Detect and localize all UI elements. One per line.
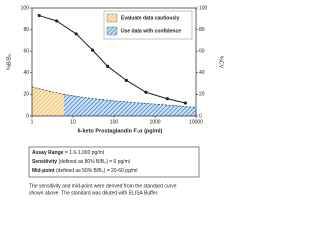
y-tick-label: 20 xyxy=(23,92,29,98)
y2-tick-label: 0 xyxy=(199,113,202,119)
x-tick-label: 100 xyxy=(110,119,119,125)
data-point xyxy=(124,78,128,82)
info-line: Sensitivity (defined as 80% B/B₀) = 6 pg/… xyxy=(32,159,130,165)
info-box xyxy=(28,146,200,178)
data-point xyxy=(106,64,110,68)
y2-tick-label: 80 xyxy=(199,27,205,33)
data-point xyxy=(165,97,169,101)
note-line: The sensitivity and mid-point were deriv… xyxy=(29,183,177,189)
cv-line xyxy=(31,86,64,95)
y-axis-title: %B/B₀ xyxy=(6,54,12,70)
y-tick-label: 60 xyxy=(23,49,29,55)
data-point xyxy=(183,101,187,105)
data-point xyxy=(55,19,59,23)
data-point xyxy=(144,90,148,94)
info-line: Mid-point (defined as 50% B/B₀) = 20-60 p… xyxy=(32,168,137,174)
legend-label: Evaluate data cautiously xyxy=(121,15,180,21)
cv-area xyxy=(32,86,64,116)
y-tick-label: 100 xyxy=(21,5,30,11)
legend-label: Use data with confidence xyxy=(121,28,181,34)
legend-box xyxy=(103,10,193,40)
x-tick-label: 1 xyxy=(31,119,34,125)
y2-tick-label: 100 xyxy=(199,5,208,11)
y2-tick-label: 20 xyxy=(199,92,205,98)
data-point xyxy=(74,32,78,36)
data-point xyxy=(90,48,95,52)
info-line: Assay Range = 1.6-1,000 pg/ml xyxy=(32,150,104,156)
y2-tick-label: 60 xyxy=(199,49,205,55)
y-tick-label: 0 xyxy=(26,113,29,119)
cv-area xyxy=(63,94,196,116)
x-tick-label: 1000 xyxy=(149,119,160,125)
y-tick-label: 40 xyxy=(23,70,29,76)
data-point xyxy=(37,13,41,18)
y2-axis-title: %CV xyxy=(218,56,224,69)
cv-line xyxy=(63,94,197,108)
y2-tick-label: 40 xyxy=(199,70,205,76)
legend-swatch xyxy=(106,26,118,36)
y-tick-label: 80 xyxy=(23,27,29,33)
x-axis-title: 6-keto Prostaglandin F₁α (pg/ml) xyxy=(78,128,163,134)
chart: 6-keto Prostaglandin F₁α (pg/ml) %B/B₀ %… xyxy=(6,5,224,196)
note-line: shown above. The standard was diluted wi… xyxy=(29,190,158,196)
legend-swatch xyxy=(106,13,118,23)
x-tick-label: 10 xyxy=(70,119,76,125)
x-tick-label: 10000 xyxy=(189,119,203,125)
